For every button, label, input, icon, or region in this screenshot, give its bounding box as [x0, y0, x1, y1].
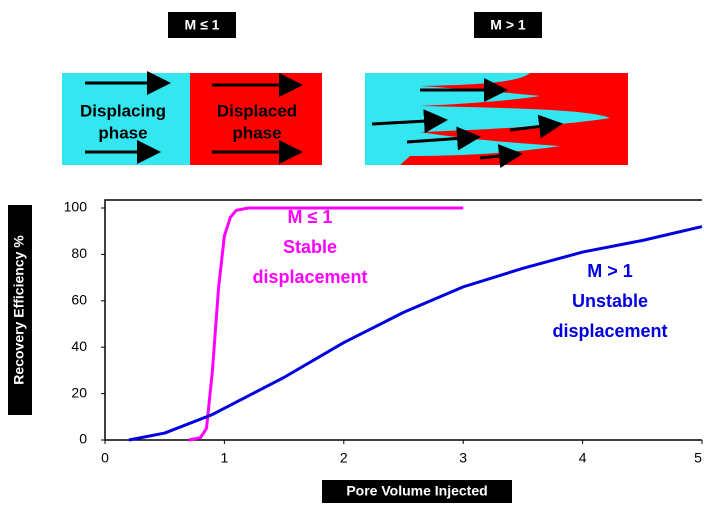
y-tick-label: 40	[71, 338, 87, 354]
phase-label: phase	[232, 123, 281, 142]
y-axis-label: Recovery Efficiency %	[11, 235, 27, 385]
x-tick-label: 5	[694, 450, 702, 466]
annotation: Unstable	[572, 291, 648, 311]
annotation: displacement	[552, 321, 667, 341]
y-tick-label: 80	[71, 245, 87, 261]
regime-label: M ≤ 1	[185, 17, 220, 33]
x-axis-label: Pore Volume Injected	[346, 483, 487, 499]
y-tick-label: 60	[71, 292, 87, 308]
x-tick-label: 4	[579, 450, 587, 466]
figure: M ≤ 1 M > 1 Displacing phase Displaced p…	[0, 0, 704, 506]
phase-label: Displaced	[217, 101, 297, 120]
y-tick-label: 0	[79, 431, 87, 447]
y-tick-label: 100	[64, 199, 88, 215]
x-tick-label: 0	[101, 450, 109, 466]
x-tick-label: 3	[459, 450, 467, 466]
annotation: M ≤ 1	[288, 207, 333, 227]
phase-label: phase	[98, 123, 147, 142]
annotation: displacement	[252, 267, 367, 287]
x-tick-label: 2	[340, 450, 348, 466]
phase-label: Displacing	[80, 101, 166, 120]
annotation: M > 1	[587, 261, 633, 281]
annotation: Stable	[283, 237, 337, 257]
y-tick-label: 20	[71, 384, 87, 400]
x-tick-label: 1	[221, 450, 229, 466]
regime-label: M > 1	[490, 17, 526, 33]
